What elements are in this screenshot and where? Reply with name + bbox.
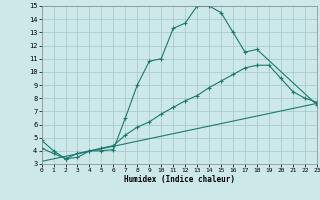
X-axis label: Humidex (Indice chaleur): Humidex (Indice chaleur) xyxy=(124,175,235,184)
